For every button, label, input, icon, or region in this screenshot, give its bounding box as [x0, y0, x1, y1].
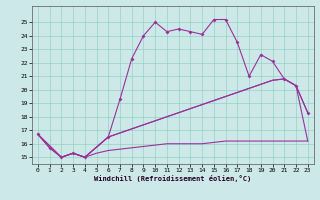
X-axis label: Windchill (Refroidissement éolien,°C): Windchill (Refroidissement éolien,°C) [94, 175, 252, 182]
